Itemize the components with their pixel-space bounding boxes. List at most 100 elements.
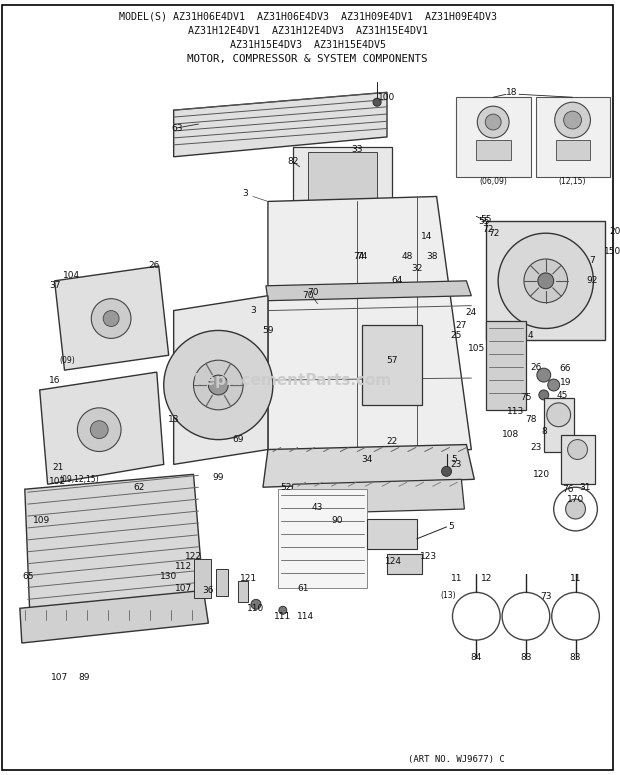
Circle shape (78, 408, 121, 452)
Text: 89: 89 (79, 673, 90, 682)
Text: ReplacementParts.com: ReplacementParts.com (193, 373, 392, 388)
Text: 83: 83 (520, 653, 532, 663)
Text: 112: 112 (175, 562, 192, 571)
Text: 102: 102 (49, 477, 66, 486)
Text: (09,12,15): (09,12,15) (60, 475, 99, 484)
Text: 69: 69 (232, 435, 244, 444)
Circle shape (373, 98, 381, 106)
Text: 70: 70 (302, 291, 313, 300)
Text: 34: 34 (361, 455, 373, 464)
Bar (536, 97, 610, 177)
Circle shape (193, 360, 243, 410)
Circle shape (564, 111, 582, 129)
Bar (486, 222, 605, 340)
Text: 55: 55 (480, 215, 492, 224)
Polygon shape (174, 296, 268, 464)
Text: AZ31H12E4DV1  AZ31H12E4DV3  AZ31H15E4DV1: AZ31H12E4DV1 AZ31H12E4DV3 AZ31H15E4DV1 (188, 26, 428, 36)
Text: 22: 22 (386, 437, 397, 446)
Text: 66: 66 (560, 363, 572, 373)
Text: 48: 48 (401, 252, 412, 260)
Text: 5: 5 (451, 455, 458, 464)
Text: 19: 19 (560, 377, 572, 387)
Text: 26: 26 (148, 261, 159, 270)
Text: 36: 36 (203, 586, 214, 595)
Text: 122: 122 (185, 553, 202, 561)
Text: 32: 32 (411, 264, 422, 274)
Text: 13: 13 (168, 415, 179, 424)
Text: 78: 78 (525, 415, 537, 424)
Text: (06,09): (06,09) (479, 177, 507, 186)
Text: 64: 64 (391, 277, 402, 285)
Circle shape (555, 102, 590, 138)
Circle shape (547, 379, 560, 391)
Bar (476, 140, 511, 160)
Text: 107: 107 (175, 584, 192, 593)
Bar (387, 553, 422, 574)
Text: 23: 23 (451, 460, 462, 469)
Circle shape (91, 298, 131, 339)
Text: 27: 27 (456, 321, 467, 330)
Text: 74: 74 (356, 252, 368, 260)
Text: 110: 110 (247, 604, 265, 613)
Text: 124: 124 (386, 557, 402, 567)
Text: 72: 72 (489, 229, 500, 238)
Text: 55: 55 (479, 217, 490, 226)
Bar (308, 152, 377, 216)
Text: 123: 123 (420, 553, 437, 561)
Circle shape (524, 259, 567, 303)
Circle shape (91, 421, 108, 439)
Circle shape (485, 114, 501, 130)
Circle shape (441, 467, 451, 477)
Bar (362, 326, 422, 405)
Text: (09): (09) (60, 356, 76, 365)
Circle shape (208, 375, 228, 395)
Text: 170: 170 (567, 494, 584, 504)
Text: (ART NO. WJ9677) C: (ART NO. WJ9677) C (408, 755, 505, 763)
Text: 26: 26 (530, 363, 541, 372)
Text: 84: 84 (471, 653, 482, 663)
Text: 100: 100 (378, 93, 396, 102)
Polygon shape (268, 197, 471, 460)
Text: 38: 38 (426, 252, 437, 260)
Polygon shape (174, 92, 387, 157)
Circle shape (539, 390, 549, 400)
Text: 31: 31 (580, 483, 591, 491)
Text: 4: 4 (527, 331, 533, 340)
Bar (293, 147, 392, 226)
Circle shape (103, 311, 119, 326)
Bar (560, 435, 595, 484)
Text: 33: 33 (352, 146, 363, 154)
Text: 99: 99 (213, 473, 224, 482)
Text: 76: 76 (562, 484, 574, 494)
Text: 114: 114 (297, 611, 314, 621)
Bar (278, 489, 367, 588)
Text: 61: 61 (297, 584, 308, 593)
Text: 150: 150 (604, 246, 620, 256)
Text: 63: 63 (171, 123, 182, 133)
Bar (238, 580, 248, 602)
Circle shape (279, 606, 287, 615)
Text: 52: 52 (280, 483, 291, 491)
Text: 21: 21 (52, 463, 63, 472)
Bar (486, 321, 526, 410)
Text: 113: 113 (507, 408, 525, 416)
Text: 70: 70 (307, 288, 318, 298)
Text: 43: 43 (312, 502, 323, 512)
Circle shape (477, 106, 509, 138)
Polygon shape (55, 266, 169, 370)
Text: 83: 83 (570, 653, 582, 663)
Bar (556, 140, 590, 160)
Circle shape (567, 439, 588, 460)
Text: 82: 82 (287, 157, 298, 167)
Circle shape (547, 403, 570, 427)
Polygon shape (20, 591, 208, 643)
Text: 120: 120 (533, 470, 551, 479)
Text: 45: 45 (557, 391, 569, 401)
Text: 108: 108 (502, 430, 520, 439)
Text: 73: 73 (540, 592, 552, 601)
Text: 24: 24 (466, 308, 477, 317)
Polygon shape (290, 479, 464, 514)
Bar (193, 559, 211, 598)
Text: 11: 11 (570, 574, 582, 583)
Text: 62: 62 (133, 483, 144, 491)
